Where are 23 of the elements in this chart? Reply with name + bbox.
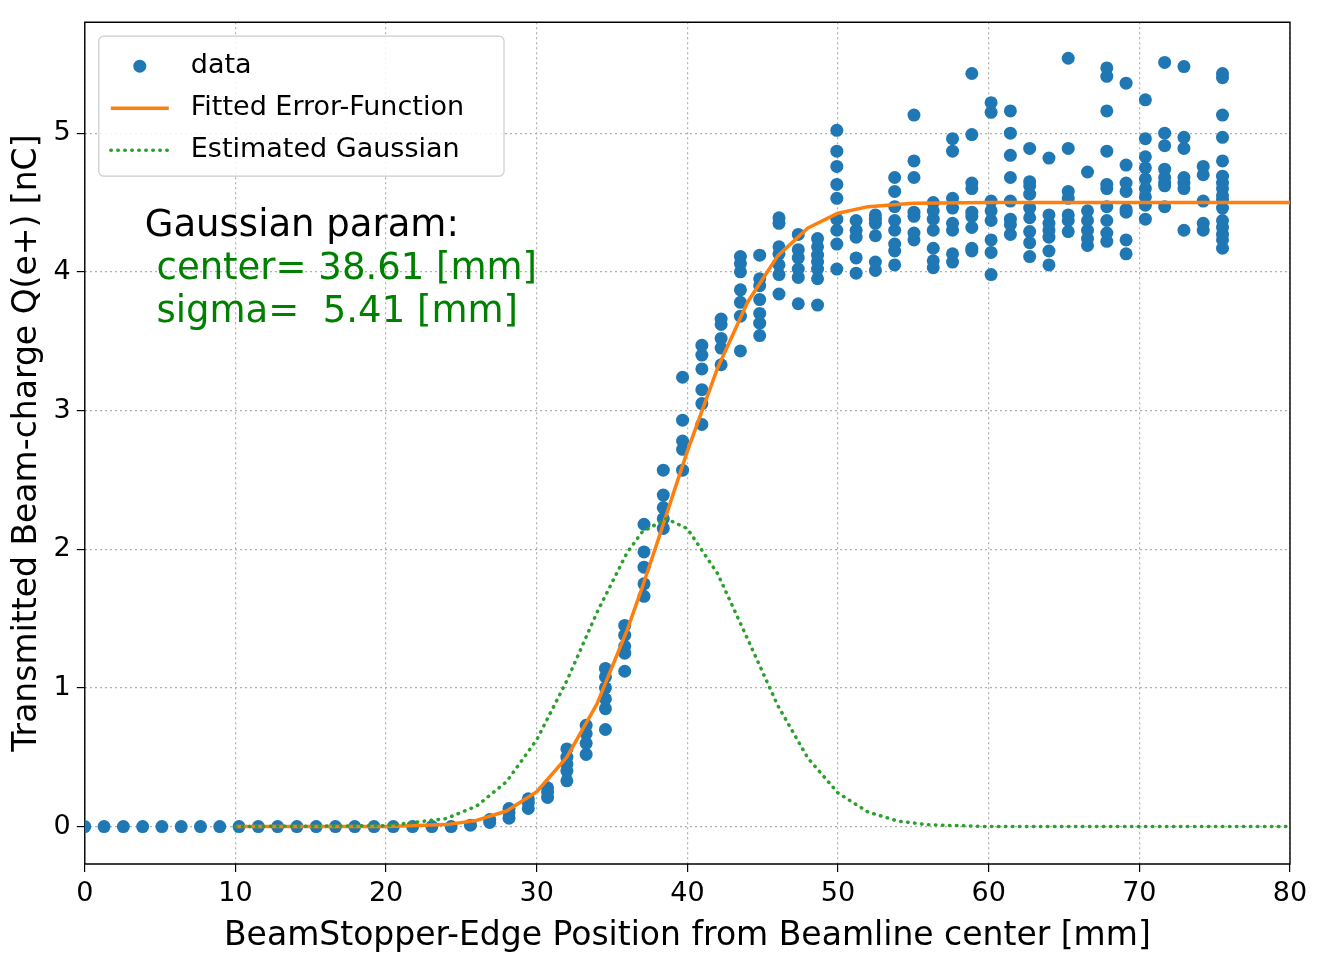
y-tick-label: 5 [53, 115, 71, 147]
legend-label: Estimated Gaussian [190, 132, 460, 164]
legend-label: data [190, 48, 252, 80]
x-tick-label: 0 [76, 876, 94, 908]
x-axis-title: BeamStopper-Edge Position from Beamline center [mm] [223, 913, 1151, 953]
x-tick-label: 50 [820, 876, 856, 908]
y-tick-label: 2 [53, 531, 71, 563]
legend-label: Fitted Error-Function [190, 90, 465, 122]
x-tick-label: 40 [670, 876, 705, 908]
annotation: Gaussian param: [144, 202, 459, 246]
y-axis-title: Transmitted Beam-charge Q(e+) [nC] [5, 134, 45, 753]
x-tick-label: 10 [218, 876, 253, 908]
x-tick-label: 20 [368, 876, 404, 908]
x-tick-label: 60 [971, 876, 1006, 908]
annotation: sigma= 5.41 [mm] [144, 288, 518, 332]
annotation: center= 38.61 [mm] [144, 245, 537, 289]
x-tick-label: 30 [519, 876, 554, 908]
x-tick-label: 80 [1272, 876, 1308, 908]
y-tick-label: 4 [53, 253, 71, 285]
y-tick-label: 1 [53, 669, 71, 701]
y-tick-label: 3 [53, 392, 71, 424]
x-tick-label: 70 [1122, 876, 1157, 908]
y-tick-label: 0 [53, 808, 71, 840]
